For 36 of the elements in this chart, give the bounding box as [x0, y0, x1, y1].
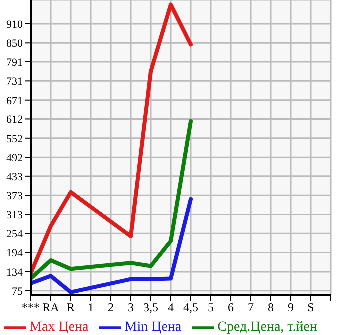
y-tick-label: 492: [6, 152, 23, 164]
y-tick-label: 612: [6, 114, 23, 126]
y-tick-label: 791: [6, 56, 23, 69]
x-tick-label: S: [308, 300, 314, 315]
x-tick-label: 9: [288, 300, 294, 315]
x-tick-label: 7: [248, 300, 254, 315]
y-tick-label: 75: [12, 286, 24, 298]
x-tick-label: 4,5: [184, 300, 198, 315]
x-tick-label: RA: [42, 300, 60, 315]
legend-label: Max Цена: [30, 320, 89, 335]
legend-label: Сред.Цена, т.йен: [218, 320, 318, 335]
y-tick-label: 134: [6, 266, 24, 279]
y-tick-label: 194: [6, 248, 24, 260]
line-series: [31, 2, 193, 276]
y-tick-label: 373: [6, 190, 24, 203]
line-series: [31, 119, 193, 281]
x-tick-label: 3,5: [144, 300, 158, 315]
line-series: [31, 197, 193, 294]
y-tick-label: 671: [6, 95, 23, 108]
y-tick-label: 731: [6, 76, 23, 88]
x-tick-label: 5: [208, 300, 214, 315]
y-tick-label: 433: [6, 171, 24, 184]
y-tick-label: 254: [6, 228, 24, 241]
x-tick-label: 4: [168, 300, 174, 315]
x-tick-label: 8: [268, 300, 274, 315]
y-tick-label: 552: [6, 133, 23, 146]
x-tick-label: 1: [88, 300, 94, 315]
y-tick-label: 910: [6, 18, 24, 31]
legend-label: Min Цена: [124, 320, 182, 335]
y-tick-label: 313: [6, 210, 24, 222]
x-tick-label: R: [66, 300, 76, 315]
y-tick-label: 850: [6, 38, 24, 50]
x-tick-label: 6: [228, 300, 234, 315]
x-tick-label: 2: [108, 300, 114, 315]
x-tick-label: ***: [22, 300, 40, 315]
x-tick-label: 3: [128, 300, 134, 315]
